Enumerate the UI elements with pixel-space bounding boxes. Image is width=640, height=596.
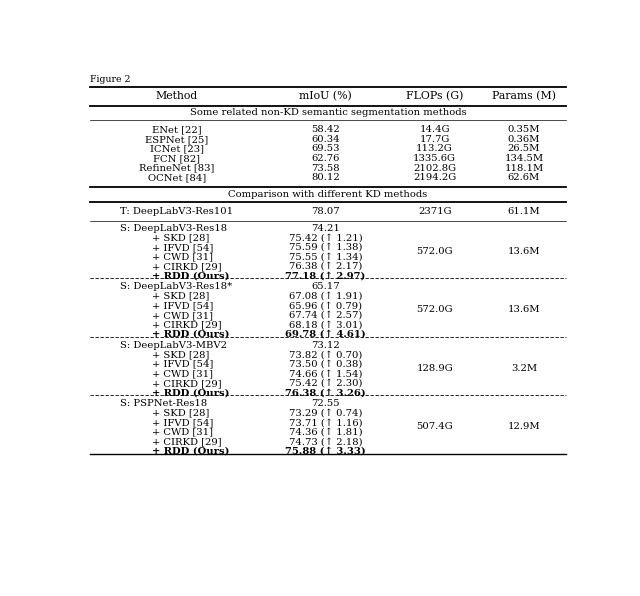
Text: FCN [82]: FCN [82] — [153, 154, 200, 163]
Text: 13.6M: 13.6M — [508, 247, 540, 256]
Text: 0.35M: 0.35M — [508, 125, 540, 134]
Text: + SKD [28]: + SKD [28] — [152, 350, 209, 359]
Text: 68.18 (↑ 3.01): 68.18 (↑ 3.01) — [289, 321, 362, 330]
Text: 75.42 (↑ 2.30): 75.42 (↑ 2.30) — [289, 379, 362, 388]
Text: mIoU (%): mIoU (%) — [299, 91, 352, 101]
Text: 74.73 (↑ 2.18): 74.73 (↑ 2.18) — [289, 437, 362, 446]
Text: 80.12: 80.12 — [311, 173, 340, 182]
Text: + CIRKD [29]: + CIRKD [29] — [152, 379, 221, 388]
Text: 73.71 (↑ 1.16): 73.71 (↑ 1.16) — [289, 418, 362, 427]
Text: 73.50 (↑ 0.38): 73.50 (↑ 0.38) — [289, 360, 362, 369]
Text: 75.59 (↑ 1.38): 75.59 (↑ 1.38) — [289, 243, 362, 252]
Text: S: DeepLabV3-Res18: S: DeepLabV3-Res18 — [120, 224, 227, 232]
Text: 60.34: 60.34 — [311, 135, 340, 144]
Text: 3.2M: 3.2M — [511, 364, 537, 372]
Text: + CWD [31]: + CWD [31] — [152, 311, 213, 320]
Text: 75.55 (↑ 1.34): 75.55 (↑ 1.34) — [289, 252, 362, 262]
Text: 113.2G: 113.2G — [416, 144, 453, 153]
Text: + RDD (Ours): + RDD (Ours) — [152, 389, 229, 398]
Text: + CWD [31]: + CWD [31] — [152, 370, 213, 378]
Text: + RDD (Ours): + RDD (Ours) — [152, 330, 229, 339]
Text: 73.12: 73.12 — [311, 341, 340, 350]
Text: + IFVD [54]: + IFVD [54] — [152, 301, 213, 311]
Text: S: DeepLabV3-MBV2: S: DeepLabV3-MBV2 — [120, 341, 227, 350]
Text: + SKD [28]: + SKD [28] — [152, 291, 209, 301]
Text: 507.4G: 507.4G — [416, 422, 453, 431]
Text: 17.7G: 17.7G — [419, 135, 450, 144]
Text: 72.55: 72.55 — [311, 399, 340, 408]
Text: 76.38 (↑ 2.17): 76.38 (↑ 2.17) — [289, 262, 362, 271]
Text: + CWD [31]: + CWD [31] — [152, 252, 213, 262]
Text: 572.0G: 572.0G — [417, 247, 453, 256]
Text: + IFVD [54]: + IFVD [54] — [152, 418, 213, 427]
Text: + IFVD [54]: + IFVD [54] — [152, 360, 213, 369]
Text: 69.78 (↑ 4.61): 69.78 (↑ 4.61) — [285, 330, 366, 339]
Text: + CIRKD [29]: + CIRKD [29] — [152, 321, 221, 330]
Text: + IFVD [54]: + IFVD [54] — [152, 243, 213, 252]
Text: ENet [22]: ENet [22] — [152, 125, 202, 134]
Text: 76.38 (↑ 3.26): 76.38 (↑ 3.26) — [285, 389, 366, 398]
Text: Params (M): Params (M) — [492, 91, 556, 101]
Text: Comparison with different KD methods: Comparison with different KD methods — [228, 190, 428, 199]
Text: 78.07: 78.07 — [311, 207, 340, 216]
Text: 58.42: 58.42 — [311, 125, 340, 134]
Text: 73.82 (↑ 0.70): 73.82 (↑ 0.70) — [289, 350, 362, 359]
Text: Some related non-KD semantic segmentation methods: Some related non-KD semantic segmentatio… — [189, 108, 467, 117]
Text: 2371G: 2371G — [418, 207, 451, 216]
Text: 2102.8G: 2102.8G — [413, 163, 456, 173]
Text: 69.53: 69.53 — [311, 144, 340, 153]
Text: 2194.2G: 2194.2G — [413, 173, 456, 182]
Text: 0.36M: 0.36M — [508, 135, 540, 144]
Text: 572.0G: 572.0G — [417, 305, 453, 314]
Text: Method: Method — [156, 91, 198, 101]
Text: 75.42 (↑ 1.21): 75.42 (↑ 1.21) — [289, 233, 362, 242]
Text: ICNet [23]: ICNet [23] — [150, 144, 204, 153]
Text: S: DeepLabV3-Res18*: S: DeepLabV3-Res18* — [120, 282, 232, 291]
Text: 75.88 (↑ 3.33): 75.88 (↑ 3.33) — [285, 447, 366, 456]
Text: 13.6M: 13.6M — [508, 305, 540, 314]
Text: + SKD [28]: + SKD [28] — [152, 409, 209, 418]
Text: 134.5M: 134.5M — [504, 154, 543, 163]
Text: 67.08 (↑ 1.91): 67.08 (↑ 1.91) — [289, 291, 362, 301]
Text: + CIRKD [29]: + CIRKD [29] — [152, 262, 221, 271]
Text: 14.4G: 14.4G — [419, 125, 450, 134]
Text: RefineNet [83]: RefineNet [83] — [139, 163, 214, 173]
Text: 74.36 (↑ 1.81): 74.36 (↑ 1.81) — [289, 428, 362, 437]
Text: OCNet [84]: OCNet [84] — [148, 173, 206, 182]
Text: 128.9G: 128.9G — [416, 364, 453, 372]
Text: 118.1M: 118.1M — [504, 163, 543, 173]
Text: 1335.6G: 1335.6G — [413, 154, 456, 163]
Text: ESPNet [25]: ESPNet [25] — [145, 135, 209, 144]
Text: 74.21: 74.21 — [311, 224, 340, 232]
Text: + SKD [28]: + SKD [28] — [152, 233, 209, 242]
Text: Figure 2: Figure 2 — [90, 75, 131, 84]
Text: 65.96 (↑ 0.79): 65.96 (↑ 0.79) — [289, 301, 362, 311]
Text: 77.18 (↑ 2.97): 77.18 (↑ 2.97) — [285, 272, 365, 281]
Text: + RDD (Ours): + RDD (Ours) — [152, 272, 229, 281]
Text: FLOPs (G): FLOPs (G) — [406, 91, 463, 101]
Text: 26.5M: 26.5M — [508, 144, 540, 153]
Text: 62.6M: 62.6M — [508, 173, 540, 182]
Text: 65.17: 65.17 — [311, 282, 340, 291]
Text: + CWD [31]: + CWD [31] — [152, 428, 213, 437]
Text: 61.1M: 61.1M — [508, 207, 540, 216]
Text: 67.74 (↑ 2.57): 67.74 (↑ 2.57) — [289, 311, 362, 320]
Text: 73.29 (↑ 0.74): 73.29 (↑ 0.74) — [289, 409, 362, 418]
Text: T: DeepLabV3-Res101: T: DeepLabV3-Res101 — [120, 207, 234, 216]
Text: 12.9M: 12.9M — [508, 422, 540, 431]
Text: S: PSPNet-Res18: S: PSPNet-Res18 — [120, 399, 207, 408]
Text: + RDD (Ours): + RDD (Ours) — [152, 447, 229, 456]
Text: 62.76: 62.76 — [311, 154, 340, 163]
Text: + CIRKD [29]: + CIRKD [29] — [152, 437, 221, 446]
Text: 73.58: 73.58 — [311, 163, 340, 173]
Text: 74.66 (↑ 1.54): 74.66 (↑ 1.54) — [289, 370, 362, 378]
